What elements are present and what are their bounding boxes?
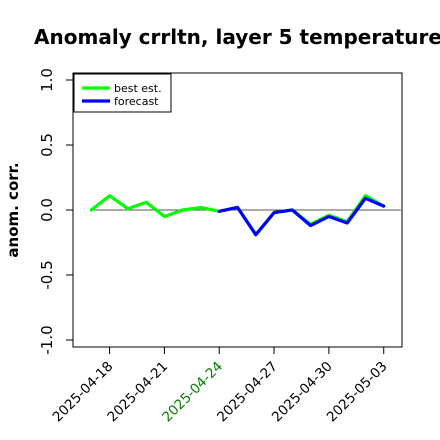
legend-label: best est. bbox=[114, 82, 162, 95]
chart-title: Anomaly crrltn, layer 5 temperature bbox=[34, 25, 440, 49]
y-axis-label: anom. corr. bbox=[4, 162, 22, 257]
y-tick-label: 0.5 bbox=[38, 133, 56, 157]
y-tick-label: 1.0 bbox=[38, 68, 56, 92]
legend-box bbox=[73, 73, 172, 113]
y-tick-label: 0.0 bbox=[38, 198, 56, 222]
y-tick-label: -1.0 bbox=[38, 325, 56, 354]
forecast-line bbox=[217, 196, 386, 237]
y-tick-label: -0.5 bbox=[38, 260, 56, 289]
plot-area: -1.0-0.50.00.51.02025-04-182025-04-21202… bbox=[38, 68, 403, 425]
legend-label: forecast bbox=[114, 95, 159, 108]
best-est-line bbox=[89, 194, 386, 237]
